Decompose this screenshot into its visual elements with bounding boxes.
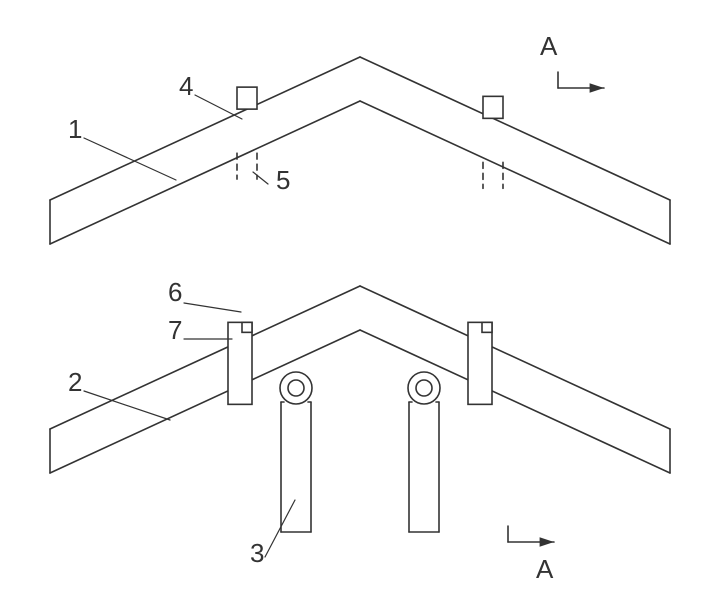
leader-l4	[195, 95, 242, 119]
leader-l6	[184, 303, 241, 312]
bracket-2-notch	[482, 322, 492, 332]
label-l1: 1	[68, 114, 82, 144]
peg-2-head	[483, 96, 503, 118]
cylinder-1-ring-inner	[288, 380, 304, 396]
label-l3: 3	[250, 538, 264, 568]
label-A_top: A	[540, 31, 558, 61]
label-l4: 4	[179, 71, 193, 101]
upper-band-bottom-right	[360, 101, 670, 244]
label-l7: 7	[168, 315, 182, 345]
section-marker-bottom-arrowhead	[540, 537, 554, 547]
bracket-2	[468, 322, 492, 404]
label-l5: 5	[276, 165, 290, 195]
label-l6: 6	[168, 277, 182, 307]
upper-band-top-left	[50, 57, 360, 200]
technical-diagram: 1 4 5 2 6 7 3 A A	[0, 0, 710, 607]
section-marker-top-arrowhead	[590, 83, 604, 93]
cylinder-2-ring	[408, 372, 440, 404]
bracket-1	[228, 322, 252, 404]
lower-band-top-right	[360, 286, 670, 429]
leader-l1	[84, 138, 176, 180]
bracket-1-notch	[242, 322, 252, 332]
cylinder-2-ring-inner	[416, 380, 432, 396]
lower-band-bottom-right	[360, 330, 670, 473]
label-l2: 2	[68, 367, 82, 397]
lower-band-top-left	[50, 286, 360, 429]
peg-1-head	[237, 87, 257, 109]
upper-band-bottom-left	[50, 101, 360, 244]
leader-l5	[253, 172, 268, 184]
upper-band-top-right	[360, 57, 670, 200]
lower-band-bottom-left	[50, 330, 360, 473]
leader-l2	[84, 391, 170, 420]
cylinder-1-ring	[280, 372, 312, 404]
leader-l3	[265, 500, 295, 557]
label-A_bottom: A	[536, 554, 554, 584]
